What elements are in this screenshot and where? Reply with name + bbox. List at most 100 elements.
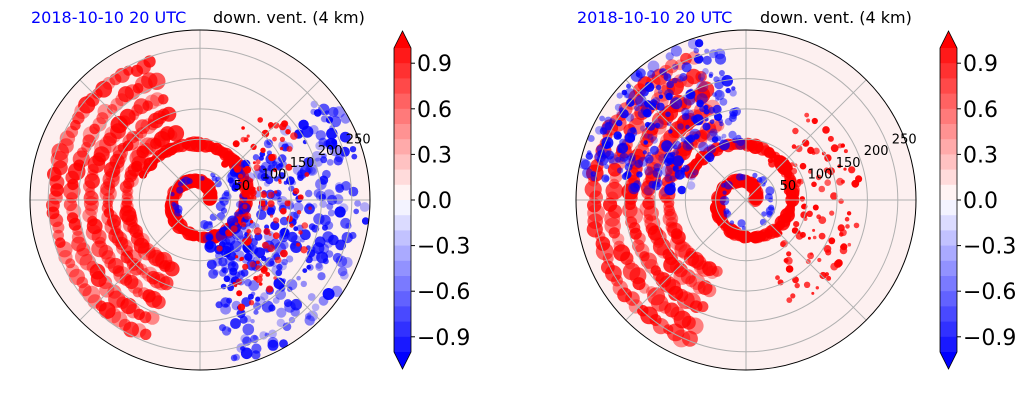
updraft-cell bbox=[240, 221, 247, 228]
downdraft-cell bbox=[680, 159, 685, 164]
rainband-cell bbox=[164, 261, 180, 277]
downdraft-cell bbox=[304, 166, 313, 174]
rainband-cell bbox=[145, 310, 160, 325]
downdraft-cell bbox=[624, 170, 632, 179]
colorbar-segment bbox=[394, 260, 411, 277]
updraft-cell bbox=[256, 186, 262, 192]
updraft-cell bbox=[784, 256, 793, 265]
updraft-cell bbox=[260, 147, 266, 153]
inner-blue-cell bbox=[209, 213, 218, 221]
downdraft-cell bbox=[208, 269, 219, 279]
updraft-cell bbox=[786, 251, 792, 257]
polar-boundary bbox=[29, 29, 371, 371]
downdraft-cell bbox=[222, 267, 229, 274]
rainband-cell bbox=[98, 302, 116, 319]
downdraft-cell bbox=[674, 169, 685, 180]
updraft-cell bbox=[811, 151, 816, 155]
downdraft-cell bbox=[315, 141, 325, 151]
inner-blue-cell bbox=[752, 172, 758, 178]
colorbar-segment bbox=[940, 200, 957, 216]
updraft-cell bbox=[273, 276, 277, 280]
grid-spoke bbox=[745, 79, 867, 201]
downdraft-cell bbox=[231, 262, 237, 268]
downdraft-cell bbox=[616, 142, 629, 154]
updraft-cell bbox=[238, 173, 243, 179]
downdraft-cell bbox=[303, 157, 313, 167]
rainband-cell bbox=[697, 280, 713, 296]
updraft-cell bbox=[270, 153, 277, 161]
colorbar-segment bbox=[394, 48, 411, 64]
contour-field bbox=[578, 38, 863, 348]
downdraft-cell bbox=[259, 331, 268, 340]
downdraft-cell bbox=[656, 102, 665, 111]
downdraft-cell bbox=[297, 169, 307, 179]
rainband-cell bbox=[640, 252, 657, 269]
downdraft-cell bbox=[286, 255, 294, 263]
updraft-cell bbox=[811, 117, 818, 125]
downdraft-cell bbox=[702, 55, 712, 65]
updraft-cell bbox=[243, 137, 249, 143]
downdraft-cell bbox=[296, 171, 304, 179]
downdraft-cell bbox=[661, 165, 673, 177]
colorbar-segment bbox=[394, 124, 411, 140]
downdraft-cell bbox=[669, 151, 676, 158]
colorbar-tick-label: −0.9 bbox=[417, 326, 470, 351]
radial-tick-label: 150 bbox=[290, 156, 315, 171]
downdraft-cell bbox=[711, 136, 719, 143]
inner-blue-cell bbox=[177, 181, 184, 187]
updraft-cell bbox=[804, 112, 810, 118]
downdraft-cell bbox=[315, 263, 324, 271]
rainband-cell bbox=[78, 283, 92, 297]
colorbar-segment bbox=[394, 276, 411, 292]
downdraft-cell bbox=[304, 315, 315, 326]
core-spiral-cell bbox=[684, 170, 694, 179]
downdraft-cell bbox=[635, 72, 641, 77]
updraft-cell bbox=[817, 257, 822, 263]
updraft-cell bbox=[815, 286, 819, 290]
downdraft-cell bbox=[221, 326, 232, 336]
updraft-cell bbox=[269, 214, 274, 218]
downdraft-cell bbox=[677, 123, 684, 130]
updraft-cell bbox=[261, 193, 267, 199]
updraft-cell bbox=[242, 263, 249, 270]
rainband-cell bbox=[52, 221, 65, 234]
downdraft-cell bbox=[345, 222, 352, 230]
colorbar-tick-label: −0.6 bbox=[417, 280, 470, 305]
updraft-cell bbox=[805, 259, 811, 264]
downdraft-cell bbox=[702, 68, 709, 75]
inner-blue-cell bbox=[722, 190, 727, 195]
rainband-cell bbox=[686, 317, 704, 335]
downdraft-cell bbox=[322, 169, 331, 179]
updraft-cell bbox=[261, 241, 269, 249]
rainband-cell bbox=[83, 180, 96, 193]
downdraft-cell bbox=[291, 180, 297, 186]
downdraft-cell bbox=[315, 130, 326, 141]
downdraft-cell bbox=[686, 181, 696, 190]
downdraft-cell bbox=[323, 140, 331, 147]
left-panel: 2018-10-10 20 UTC down. vent. (4 km) 50 1… bbox=[29, 8, 470, 371]
downdraft-cell bbox=[681, 62, 692, 73]
downdraft-cell bbox=[596, 154, 609, 166]
downdraft-cell bbox=[276, 263, 283, 271]
updraft-cell bbox=[278, 178, 282, 182]
downdraft-cell bbox=[714, 53, 727, 65]
colorbar-segment bbox=[940, 124, 957, 140]
inner-blue-cell bbox=[208, 221, 213, 226]
downdraft-cell bbox=[351, 153, 358, 160]
downdraft-cell bbox=[232, 182, 239, 189]
updraft-cell bbox=[253, 227, 262, 236]
downdraft-cell bbox=[268, 304, 276, 312]
downdraft-cell bbox=[653, 163, 662, 172]
colorbar-segment bbox=[394, 139, 411, 155]
downdraft-cell bbox=[607, 153, 619, 165]
inner-blue-cell bbox=[223, 190, 230, 197]
updraft-cell bbox=[806, 118, 811, 123]
colorbar: 0.9 0.6 0.3 0.0 −0.3 −0.6 −0.9 bbox=[393, 30, 470, 370]
downdraft-cell bbox=[305, 255, 313, 264]
downdraft-cell bbox=[617, 167, 624, 174]
downdraft-cell bbox=[668, 129, 673, 134]
downdraft-cell bbox=[713, 76, 720, 83]
rainband-cell bbox=[136, 127, 148, 139]
downdraft-cell bbox=[644, 154, 654, 164]
